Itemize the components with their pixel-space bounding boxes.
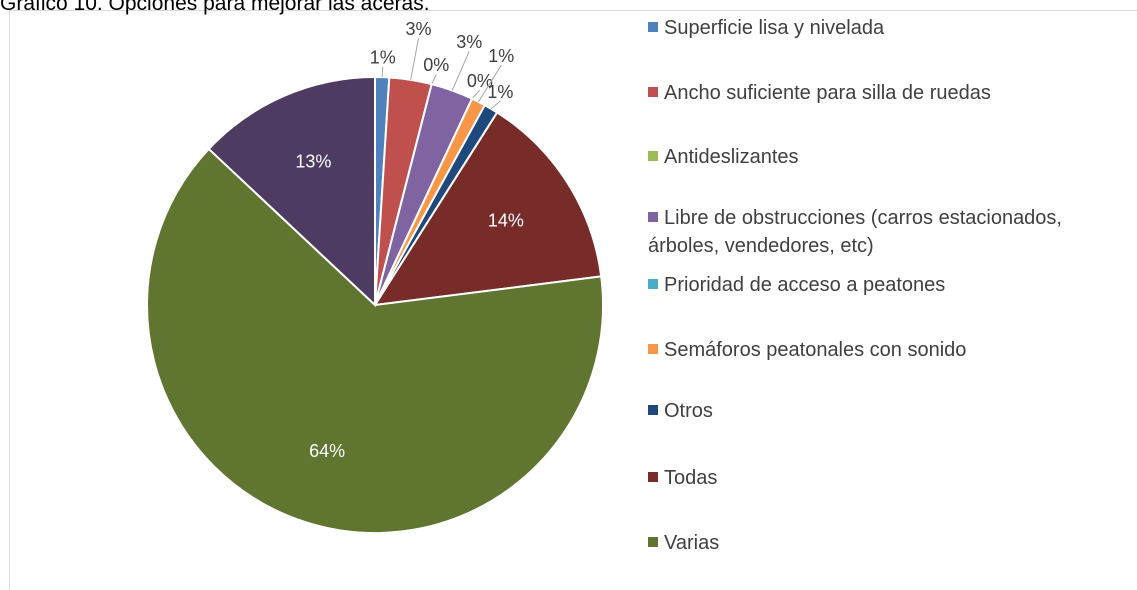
data-label: 1% — [370, 48, 396, 68]
legend-swatch — [648, 405, 658, 415]
legend-item: Ancho suficiente para silla de ruedas — [648, 79, 1118, 107]
data-label: 3% — [406, 19, 432, 39]
legend-label: Libre de obstrucciones (carros estaciona… — [648, 207, 1062, 257]
leader-line — [381, 66, 384, 78]
legend-label: Prioridad de acceso a peatones — [664, 274, 946, 296]
legend-label: Otros — [664, 400, 713, 422]
data-label: 3% — [456, 32, 482, 52]
legend-item: Varias — [648, 529, 1118, 557]
legend-item: Otros — [648, 397, 1118, 425]
legend-swatch — [648, 212, 658, 222]
legend-item: Semáforos peatonales con sonido — [648, 336, 1118, 364]
data-label: 14% — [488, 211, 524, 231]
legend-label: Varias — [664, 532, 720, 554]
legend-item: Prioridad de acceso a peatones — [648, 271, 1118, 299]
legend-label: Superficie lisa y nivelada — [664, 17, 885, 39]
data-label: 0% — [467, 71, 493, 91]
legend-item: Libre de obstrucciones (carros estaciona… — [648, 204, 1118, 260]
chart-border — [9, 10, 1137, 590]
data-label: 13% — [295, 151, 331, 171]
legend-label: Semáforos peatonales con sonido — [664, 339, 967, 361]
legend-swatch — [648, 87, 658, 97]
legend-swatch — [648, 537, 658, 547]
data-label: 1% — [488, 46, 514, 66]
pie-slice — [207, 75, 376, 308]
data-label: 0% — [423, 55, 449, 75]
leader-line — [410, 38, 420, 80]
legend-swatch — [648, 22, 658, 32]
leader-line — [471, 89, 481, 100]
chart-title: Gráfico 10. Opciones para mejorar las ac… — [0, 0, 430, 15]
pie-slice — [373, 111, 603, 307]
data-label: 64% — [309, 441, 345, 461]
leader-line — [451, 51, 470, 91]
legend-swatch — [648, 344, 658, 354]
legend-label: Ancho suficiente para silla de ruedas — [664, 82, 991, 104]
leader-line — [431, 74, 437, 85]
leader-line — [478, 64, 502, 103]
legend-swatch — [648, 279, 658, 289]
legend-item: Todas — [648, 464, 1118, 492]
legend-label: Todas — [664, 467, 718, 489]
legend-swatch — [648, 151, 658, 161]
leader-line — [490, 100, 501, 110]
legend-swatch — [648, 472, 658, 482]
data-label: 1% — [487, 82, 513, 102]
legend-item: Antideslizantes — [648, 143, 1118, 171]
pie-slice — [146, 147, 604, 534]
legend-label: Antideslizantes — [664, 146, 799, 168]
legend-item: Superficie lisa y nivelada — [648, 14, 1118, 42]
